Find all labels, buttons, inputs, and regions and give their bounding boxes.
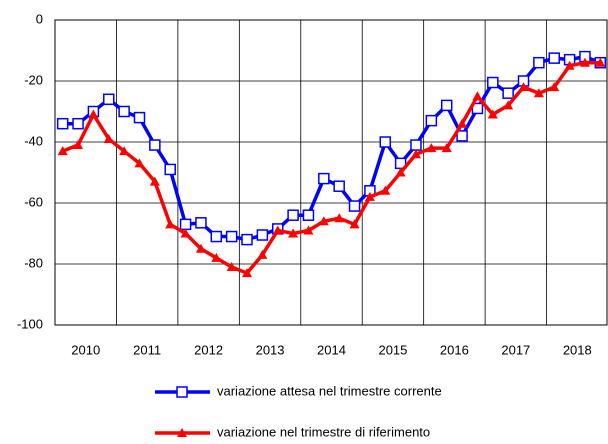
marker — [456, 130, 468, 142]
marker — [379, 136, 392, 148]
series-line — [62, 60, 601, 275]
marker — [502, 87, 514, 99]
marker — [288, 228, 299, 238]
marker — [533, 56, 545, 69]
marker — [426, 143, 437, 153]
marker — [256, 229, 269, 241]
marker — [548, 52, 560, 64]
marker — [333, 180, 345, 192]
marker — [440, 99, 453, 112]
marker — [225, 230, 238, 243]
marker — [503, 100, 514, 110]
marker — [487, 76, 499, 89]
marker — [318, 216, 329, 226]
marker — [242, 268, 253, 278]
marker — [241, 233, 253, 246]
marker — [149, 176, 160, 186]
marker — [487, 109, 498, 119]
marker — [318, 172, 330, 185]
marker — [72, 117, 84, 130]
marker — [410, 149, 421, 159]
marker — [257, 249, 268, 259]
marker — [472, 91, 483, 101]
marker — [57, 146, 68, 156]
marker — [179, 218, 192, 231]
marker — [134, 158, 145, 168]
marker — [165, 219, 176, 229]
x-tick-label: 2018 — [563, 342, 592, 357]
x-tick-label: 2010 — [71, 342, 100, 357]
marker — [380, 185, 391, 195]
x-tick-label: 2017 — [501, 342, 530, 357]
marker — [549, 82, 560, 92]
series — [57, 57, 606, 278]
marker — [177, 428, 187, 437]
plot-area — [54, 19, 608, 326]
legend-label: variazione nel trimestre di riferimento — [217, 424, 430, 439]
marker — [334, 213, 345, 223]
y-tick-label: 0 — [36, 11, 43, 26]
marker — [395, 167, 406, 177]
marker — [149, 139, 161, 151]
marker — [303, 225, 314, 235]
y-tick-label: -80 — [24, 255, 43, 270]
marker — [302, 209, 315, 221]
y-tick-label: -60 — [24, 194, 43, 209]
marker — [210, 230, 223, 243]
marker — [56, 117, 69, 130]
legend-label: variazione attesa nel trimestre corrente — [217, 383, 442, 398]
marker — [195, 243, 206, 253]
marker — [164, 163, 176, 176]
marker — [579, 57, 590, 67]
x-tick-label: 2016 — [440, 342, 469, 357]
x-tick-label: 2011 — [133, 342, 161, 357]
marker — [595, 57, 606, 67]
marker — [364, 191, 375, 201]
x-tick-label: 2012 — [194, 342, 223, 357]
marker — [457, 118, 468, 128]
x-tick-label: 2015 — [378, 342, 407, 357]
marker — [195, 217, 207, 229]
x-tick-label: 2014 — [317, 342, 346, 357]
legend-item: variazione attesa nel trimestre corrente — [155, 383, 442, 398]
marker — [533, 88, 544, 98]
marker — [119, 146, 130, 156]
marker — [349, 219, 360, 229]
marker — [88, 109, 99, 119]
marker — [348, 200, 361, 212]
marker — [425, 114, 438, 127]
marker — [441, 143, 452, 153]
y-tick-label: -40 — [24, 133, 43, 148]
marker — [211, 252, 222, 262]
marker — [226, 262, 237, 272]
marker — [176, 386, 188, 398]
legend-item: variazione nel trimestre di riferimento — [155, 424, 430, 439]
marker — [287, 209, 299, 221]
marker — [103, 93, 115, 106]
marker — [410, 139, 422, 151]
marker — [180, 228, 191, 238]
y-tick-label: -100 — [17, 316, 43, 331]
marker — [118, 105, 130, 118]
y-tick-label: -20 — [24, 72, 43, 87]
marker — [518, 82, 529, 92]
x-tick-label: 2013 — [256, 342, 285, 357]
marker — [564, 60, 575, 70]
marker — [272, 225, 283, 235]
marker — [133, 111, 146, 124]
marker — [103, 133, 114, 143]
marker — [73, 140, 84, 150]
